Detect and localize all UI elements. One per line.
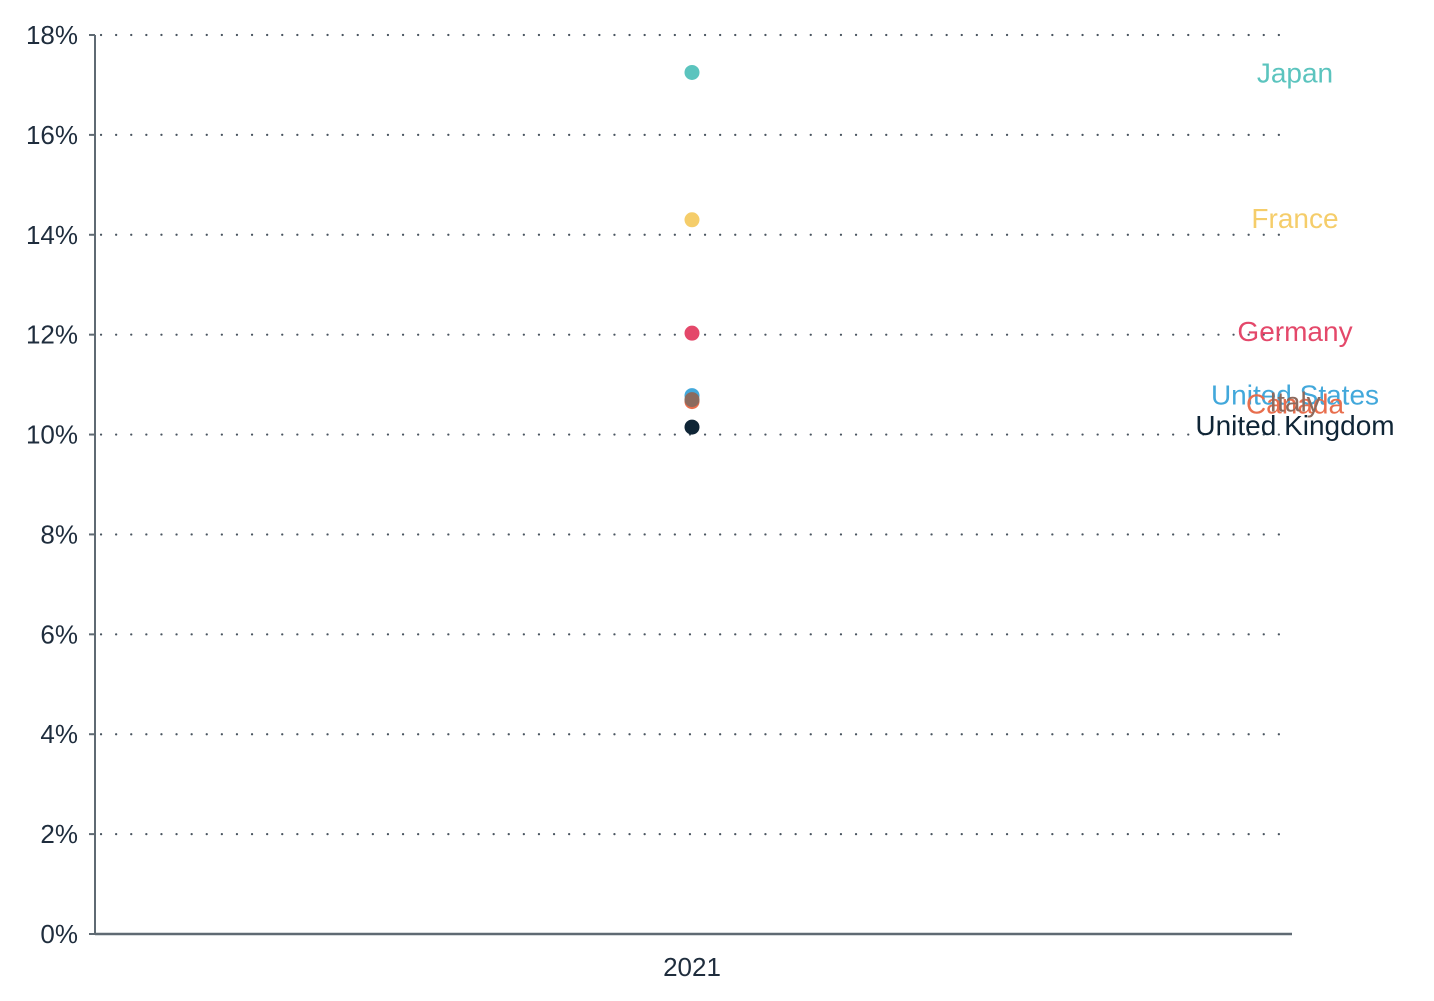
y-tick-label: 12% — [26, 320, 78, 350]
x-tick-label: 2021 — [663, 952, 721, 982]
y-tick-label: 16% — [26, 120, 78, 150]
data-point-france — [684, 212, 700, 228]
data-point-germany — [684, 325, 700, 341]
mark-layer — [684, 64, 700, 435]
y-tick-label: 4% — [40, 719, 78, 749]
series-label-canada: Canada — [1246, 389, 1345, 420]
series-label-germany: Germany — [1237, 316, 1352, 347]
y-tick-label: 8% — [40, 519, 78, 549]
series-label-united-kingdom: United Kingdom — [1195, 410, 1394, 441]
axis-layer: 0% 2% 4% 6% 8% 10% 12% 14% 16% 18% 2021 — [26, 20, 1292, 982]
series-label-italy: Italy — [1269, 387, 1320, 418]
series-label-france: France — [1251, 203, 1338, 234]
y-tick-label: 14% — [26, 220, 78, 250]
y-tick-label: 2% — [40, 819, 78, 849]
y-tick-label: 10% — [26, 420, 78, 450]
series-label-japan: Japan — [1257, 57, 1333, 88]
data-point-italy — [684, 392, 700, 408]
y-tick-label: 18% — [26, 20, 78, 50]
label-layer: Japan France Germany United StatesCanadaIta… — [1195, 57, 1394, 441]
grid-layer — [99, 33, 1294, 836]
y-tick-label: 6% — [40, 619, 78, 649]
data-point-japan — [684, 64, 700, 80]
data-point-united-kingdom — [684, 419, 700, 435]
series-label-united-states: United States — [1211, 380, 1379, 411]
y-tick-label: 0% — [40, 919, 78, 949]
